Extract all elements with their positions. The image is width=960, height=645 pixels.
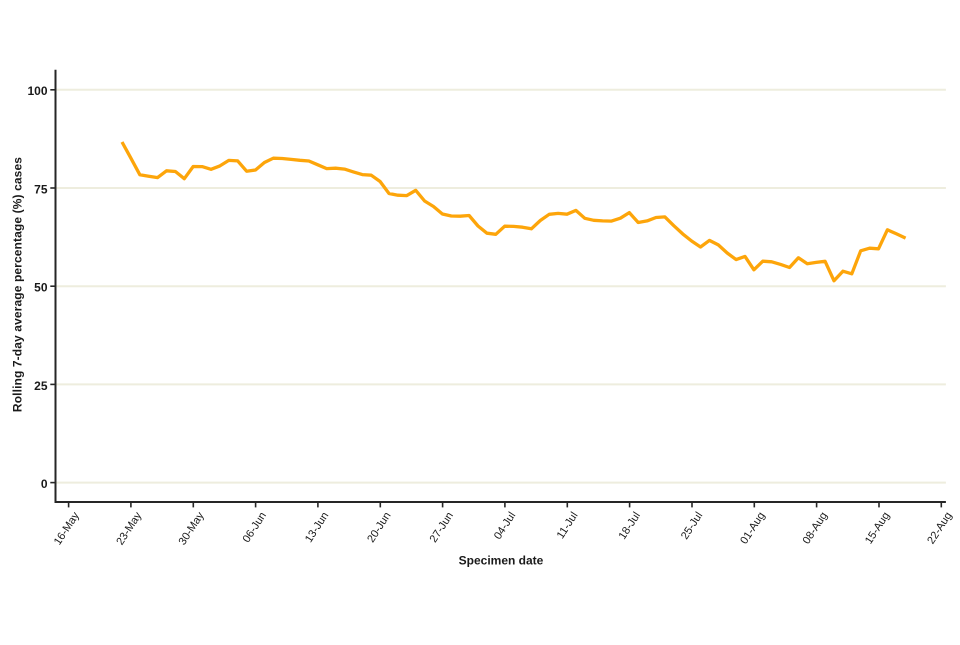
svg-text:0: 0 (41, 477, 48, 491)
svg-text:Rolling 7-day average percenta: Rolling 7-day average percentage (%) cas… (11, 157, 25, 412)
svg-text:50: 50 (34, 281, 48, 295)
svg-text:75: 75 (34, 182, 48, 196)
svg-text:25: 25 (34, 379, 48, 393)
svg-text:100: 100 (27, 84, 47, 98)
svg-text:Specimen date: Specimen date (459, 553, 544, 567)
